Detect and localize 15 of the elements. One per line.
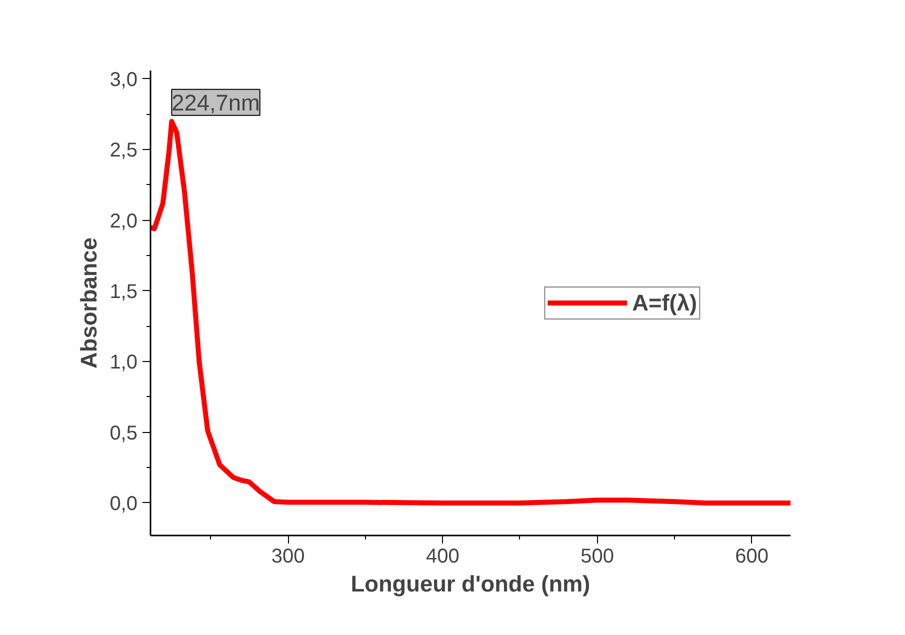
y-tick-label: 1,5 bbox=[110, 280, 138, 303]
x-tick-label: 600 bbox=[735, 546, 769, 568]
x-tick-label: 400 bbox=[426, 546, 460, 568]
x-tick-label: 300 bbox=[271, 546, 305, 568]
y-tick-label: 1,0 bbox=[110, 352, 138, 374]
x-tick-label: 500 bbox=[580, 546, 614, 568]
y-axis-title: Absorbance bbox=[76, 238, 102, 368]
y-tick-label: 2,5 bbox=[110, 140, 138, 162]
x-axis-title: Longueur d'onde (nm) bbox=[350, 570, 590, 596]
legend-label: A=f(λ) bbox=[632, 289, 697, 316]
annotation: 224,7nm bbox=[172, 89, 260, 116]
y-tick-label: 0,5 bbox=[110, 422, 138, 444]
y-tick-label: 2,0 bbox=[110, 210, 138, 232]
y-tick-label: 3,0 bbox=[110, 68, 138, 91]
y-tick-label: 0,0 bbox=[110, 492, 138, 515]
